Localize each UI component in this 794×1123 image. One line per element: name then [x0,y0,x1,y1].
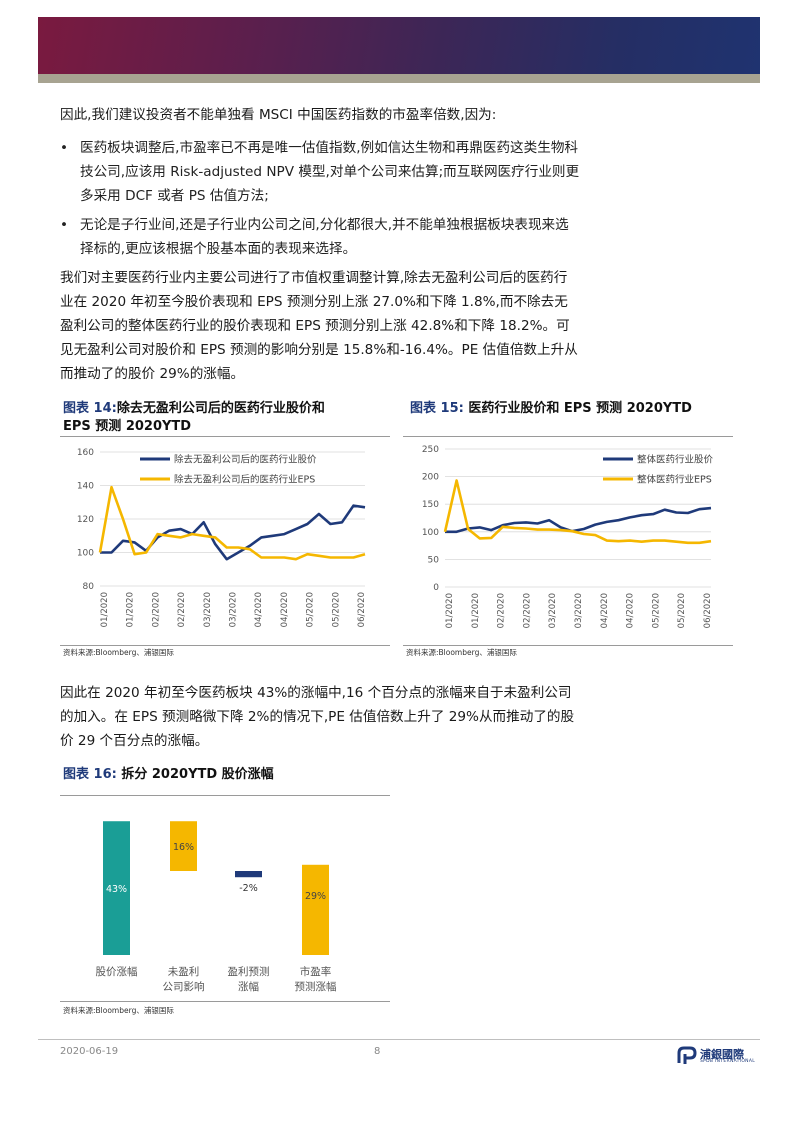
figure-15-title: 图表 15: 医药行业股价和 EPS 预测 2020YTD [410,400,720,418]
figure-16-rule [60,795,390,796]
figure-15-rule [403,436,733,437]
x-tick-label: 02/2020 [497,593,507,628]
series-line-2 [98,485,366,561]
brand-logo-icon [677,1046,697,1064]
x-tick-label: 04/2020 [280,592,290,627]
x-tick-label: 05/2020 [677,593,687,628]
waterfall-bar-3 [235,871,262,878]
y-tick-label: 50 [428,555,440,565]
legend-label: 整体医药行业股价 [637,454,714,466]
bullet-item: • 医药板块调整后,市盈率已不再是唯一估值指数,例如信达生物和再鼎医药这类生物科… [60,136,580,208]
series-line-1 [100,504,366,561]
x-tick-label: 05/2020 [306,592,316,627]
bullet-text: 无论是子行业间,还是子行业内公司之间,分化都很大,并不能单独根据板块表现来选择标… [80,217,569,257]
figure-15-source: 资料来源:Bloomberg、浦银国际 [406,648,517,657]
x-tick-label: 02/2020 [522,593,532,628]
page-number: 8 [374,1046,381,1057]
data-label: 16% [173,842,194,853]
waterfall-bar-4 [302,864,329,955]
waterfall-bar-2 [170,821,197,871]
header-strip [38,74,760,83]
category-label: 预测涨幅 [295,980,337,993]
y-tick-label: 150 [422,500,439,510]
figure-15-bottom-rule [403,645,733,646]
figure-15-label: 图表 15: [410,401,464,416]
y-tick-label: 100 [422,528,439,538]
series-line-2 [443,479,712,545]
category-label: 股价涨幅 [96,965,138,978]
x-tick-label: 03/2020 [229,592,239,627]
x-tick-label: 04/2020 [600,593,610,628]
waterfall-bar-1 [103,821,130,955]
y-tick-label: 200 [422,473,439,483]
legend-label: 除去无盈利公司后的医药行业股价 [174,454,317,466]
figure-16-title-text: 拆分 2020YTD 股价涨幅 [121,767,274,782]
category-label: 市盈率 [300,965,332,978]
x-tick-label: 04/2020 [626,593,636,628]
x-tick-label: 06/2020 [357,592,367,627]
bullet-dot-icon: • [60,217,69,233]
x-tick-label: 05/2020 [651,593,661,628]
figure-15-title-text: 医药行业股价和 EPS 预测 2020YTD [468,401,692,416]
figure-16-label: 图表 16: [63,767,117,782]
analysis-paragraph: 我们对主要医药行业内主要公司进行了市值权重调整计算,除去无盈利公司后的医药行业在… [60,270,578,382]
figure-14-bottom-rule [60,645,390,646]
y-tick-label: 0 [433,583,439,593]
y-tick-label: 160 [77,448,94,458]
x-tick-label: 02/2020 [151,592,161,627]
figure-14-title: 图表 14:除去无盈利公司后的医药行业股价和 EPS 预测 2020YTD [63,400,393,436]
data-label: -2% [239,883,258,894]
figure-14-title-line2: EPS 预测 2020YTD [63,419,192,434]
y-tick-label: 120 [77,515,94,525]
x-tick-label: 01/2020 [126,592,136,627]
x-tick-label: 03/2020 [203,592,213,627]
x-tick-label: 03/2020 [548,593,558,628]
legend-label: 整体医药行业EPS [637,474,712,486]
series-line-1 [445,506,712,534]
brand-subtitle: SPDB INTERNATIONAL [700,1059,756,1064]
data-label: 29% [305,891,326,902]
figure-14-rule [60,436,390,437]
figure-16-source: 资料来源:Bloomberg、浦银国际 [63,1006,174,1015]
header-banner [38,17,760,74]
brand-name: 浦銀國際 [700,1048,744,1061]
x-tick-label: 06/2020 [703,593,713,628]
figure-16-bottom-rule [60,1001,390,1002]
y-tick-label: 100 [77,549,94,559]
conclusion-paragraph: 因此在 2020 年初至今医药板块 43%的涨幅中,16 个百分点的涨幅来自于未… [60,685,575,749]
bullet-dot-icon: • [60,140,69,156]
x-tick-label: 04/2020 [254,592,264,627]
data-label: 43% [106,884,127,895]
category-label: 盈利预测 [228,965,270,978]
bullet-text: 医药板块调整后,市盈率已不再是唯一估值指数,例如信达生物和再鼎医药这类生物科技公… [80,140,580,204]
x-tick-label: 03/2020 [574,593,584,628]
legend-label: 除去无盈利公司后的医药行业EPS [174,474,315,486]
figure-14-label: 图表 14: [63,401,117,416]
category-label: 涨幅 [238,980,259,993]
y-tick-label: 250 [422,445,439,455]
x-tick-label: 02/2020 [177,592,187,627]
x-tick-label: 01/2020 [100,592,110,627]
x-tick-label: 01/2020 [445,593,455,628]
category-label: 未盈利 [168,966,200,978]
footer-date: 2020-06-19 [60,1046,119,1057]
bullet-item: • 无论是子行业间,还是子行业内公司之间,分化都很大,并不能单独根据板块表现来选… [60,213,580,261]
y-tick-label: 140 [77,482,94,492]
y-tick-label: 80 [83,582,95,592]
category-label: 公司影响 [163,980,205,993]
footer-rule [38,1039,760,1040]
intro-paragraph: 因此,我们建议投资者不能单独看 MSCI 中国医药指数的市盈率倍数,因为: [60,107,497,123]
x-tick-label: 05/2020 [331,592,341,627]
figure-14-source: 资料来源:Bloomberg、浦银国际 [63,648,174,657]
x-tick-label: 01/2020 [471,593,481,628]
figure-14-title-line1: 除去无盈利公司后的医药行业股价和 [116,401,325,416]
figure-14-chart: 80 100 120 140 160 01/2020 01/2020 02/2020 02/20… [77,448,367,627]
figure-15-chart: 0 50 100 150 200 250 01/2020 01/2020 02/2020 02/2… [422,445,714,628]
figure-16-title: 图表 16: 拆分 2020YTD 股价涨幅 [63,766,393,784]
